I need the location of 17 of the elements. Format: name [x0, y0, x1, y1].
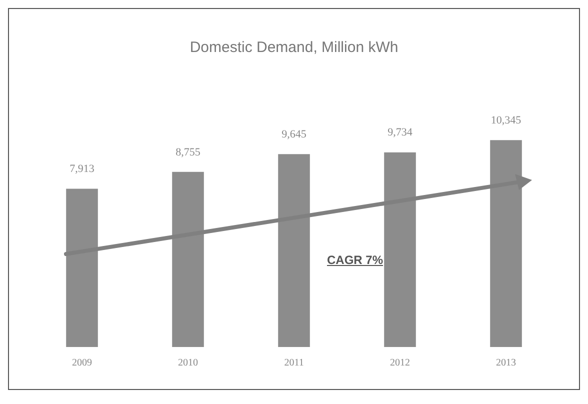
x-tick-label: 2010: [178, 358, 198, 369]
data-label: 9,645: [282, 128, 307, 140]
bar: [172, 172, 204, 347]
chart-title: Domestic Demand, Million kWh: [190, 39, 398, 56]
bar: [490, 140, 522, 347]
bar: [66, 188, 98, 347]
data-label: 10,345: [490, 114, 522, 126]
annotation: CAGR 7%: [327, 253, 384, 267]
x-tick-label: 2011: [284, 358, 304, 369]
data-label: 8,755: [176, 146, 201, 158]
bar: [384, 152, 416, 347]
x-tick-label: 2009: [72, 358, 92, 369]
data-label: 9,734: [388, 126, 413, 139]
bar: [278, 154, 310, 347]
x-tick-label: 2013: [496, 358, 516, 369]
x-tick-label: 2012: [390, 358, 410, 369]
data-label: 7,913: [70, 163, 95, 176]
